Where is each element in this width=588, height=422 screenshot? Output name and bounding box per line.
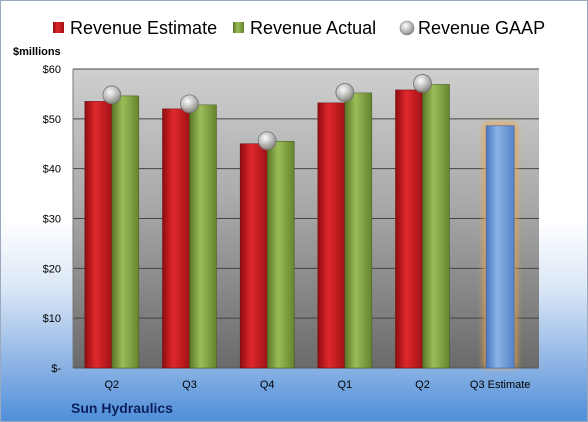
y-tick-label: $30 — [43, 214, 61, 226]
x-tick-label: Q2 — [104, 379, 119, 391]
marker-revenue-gaap — [257, 131, 277, 151]
legend-item-gaap-label: Revenue GAAP — [418, 18, 545, 38]
gridlines — [73, 68, 539, 369]
company-name: Sun Hydraulics — [71, 400, 173, 416]
bar-revenue-estimate — [395, 89, 423, 369]
x-tick-label: Q3 — [182, 379, 197, 391]
legend-item-actual-label: Revenue Actual — [250, 18, 376, 38]
legend: Revenue Estimate Revenue Actual Revenue GA… — [53, 18, 545, 38]
bar-revenue-actual — [266, 141, 295, 369]
y-tick-label: $60 — [43, 64, 61, 76]
legend-item-estimate-swatch — [53, 22, 64, 33]
bar-revenue-estimate — [239, 143, 268, 369]
bar-revenue-estimate-projection — [485, 125, 515, 369]
bar-revenue-estimate — [317, 102, 346, 369]
x-tick-label: Q3 Estimate — [470, 379, 531, 391]
y-tick-label: $- — [51, 363, 61, 375]
axes: $- $10 $20 $30 $40 $50 $60 Q2 Q3 Q4 Q1 Q2 Q3 Estimat… — [43, 64, 531, 391]
bar-revenue-actual — [344, 92, 373, 369]
x-tick-label: Q2 — [415, 379, 430, 391]
bars — [84, 84, 518, 369]
x-tick-label: Q4 — [260, 379, 275, 391]
legend-item-estimate-label: Revenue Estimate — [70, 18, 217, 38]
marker-revenue-gaap — [335, 83, 355, 102]
marker-revenue-gaap — [180, 94, 199, 114]
legend-item-actual-swatch — [233, 22, 244, 33]
unit-label: $millions — [13, 46, 61, 58]
y-tick-label: $20 — [43, 263, 61, 275]
bar-revenue-estimate — [162, 108, 190, 369]
x-tick-label: Q1 — [337, 379, 352, 391]
bar-revenue-actual — [189, 104, 217, 369]
marker-revenue-gaap — [413, 74, 432, 93]
gaap-markers — [102, 74, 432, 151]
bar-revenue-estimate — [84, 101, 113, 369]
y-tick-label: $10 — [43, 313, 61, 325]
bar-revenue-actual — [111, 95, 140, 369]
y-tick-label: $40 — [43, 164, 61, 176]
legend-item-gaap-swatch — [399, 20, 415, 36]
y-tick-label: $50 — [43, 114, 61, 126]
bar-revenue-actual — [422, 84, 450, 369]
marker-revenue-gaap — [102, 85, 122, 105]
